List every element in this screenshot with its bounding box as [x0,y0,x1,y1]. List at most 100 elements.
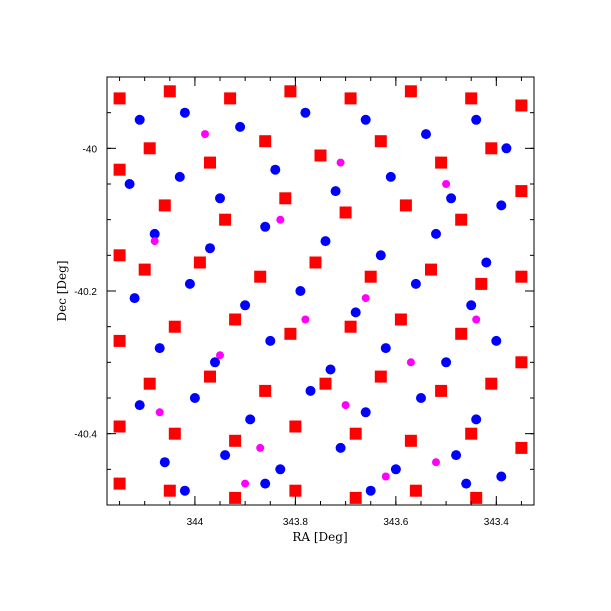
data-point [215,193,225,204]
data-point [240,300,251,311]
data-point [284,327,297,340]
data-point [385,171,396,182]
data-point [344,92,357,105]
y-axis-label: Dec [Deg] [55,260,69,321]
data-point [184,278,195,289]
data-point [496,200,507,211]
data-point [113,92,126,105]
data-point [241,479,250,488]
data-point [481,257,492,268]
data-point [179,107,190,118]
data-point [515,356,528,369]
data-point [455,327,468,340]
data-point [380,343,391,354]
data-point [406,358,415,367]
data-point [472,315,481,324]
data-point [349,427,362,440]
data-point [305,385,316,396]
data-point [260,221,271,232]
data-point [455,213,468,226]
data-point [158,199,171,212]
data-point [270,164,281,175]
data-point [159,457,170,468]
data-point [374,135,387,148]
data-point [446,193,457,204]
data-point [229,313,242,326]
data-point [229,491,242,504]
data-point [341,401,350,410]
data-point [360,407,371,418]
data-point [168,320,181,333]
data-point [350,307,361,318]
data-point [113,334,126,347]
data-point [179,485,190,496]
data-point [150,237,159,246]
data-point [295,286,306,296]
data-point [205,243,215,254]
data-point [113,249,126,262]
data-point [314,149,327,162]
data-point [451,450,462,461]
data-point [143,142,156,155]
x-axis-label: RA [Deg] [292,530,347,544]
data-point [465,92,478,105]
data-point [409,484,422,497]
data-point [260,478,271,489]
data-point [485,142,498,155]
data-point [435,156,448,169]
data-point [416,393,426,403]
data-point [216,351,224,360]
axis-ticks: 344 343.8 343.6 343.4 -40 -40.2 -40.4 [74,76,534,528]
data-point [256,443,265,452]
data-point [470,491,483,504]
data-point [259,135,272,148]
data-point [138,263,151,276]
data-point [279,192,292,205]
data-point [259,384,272,397]
data-point [375,250,386,261]
x-tick-label: 343.4 [484,517,509,528]
data-point [265,335,276,346]
data-point [421,129,431,140]
data-point [174,171,185,182]
data-point [229,434,242,447]
data-point [210,357,220,368]
data-point [335,442,346,453]
data-point [491,335,502,346]
data-point [349,491,362,504]
data-point [515,99,528,112]
data-point [149,228,160,239]
data-point [163,85,176,98]
data-point [300,107,311,118]
data-point [361,294,370,303]
data-point [275,464,286,475]
data-point [461,478,472,489]
data-point [301,315,310,324]
x-tick-label: 343.6 [383,517,408,528]
data-point [163,484,176,497]
data-point [204,156,216,169]
data-point [325,364,336,375]
data-point [390,464,401,475]
data-point [404,85,417,98]
data-point [134,114,145,125]
data-point [496,471,507,482]
data-point [425,263,437,276]
data-point [336,158,345,167]
data-point [364,270,377,283]
data-point [143,377,156,390]
data-point [235,121,246,132]
data-point [289,484,302,497]
data-point [471,114,482,125]
data-point [113,163,126,176]
data-point [204,370,216,383]
data-point [374,370,387,383]
data-point [219,213,232,226]
data-point [193,256,206,269]
data-point [220,450,231,461]
data-point [465,427,478,440]
data-point [431,228,441,239]
y-tick-label: -40.4 [74,430,97,441]
data-point [365,485,376,496]
